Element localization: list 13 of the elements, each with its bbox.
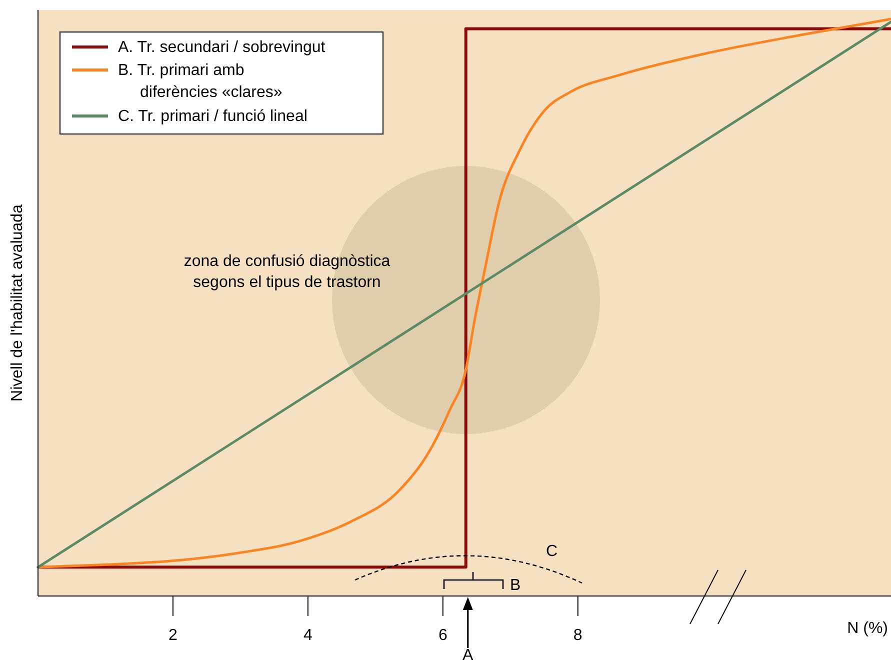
y-axis-title: Nivell de l'habilitat avaluada <box>9 204 26 402</box>
legend-label: B. Tr. primari amb diferències «clares» <box>118 62 282 101</box>
text: A <box>462 647 474 664</box>
annotation: C <box>546 543 558 560</box>
x-tick-label: 4 <box>303 627 312 644</box>
x-tick-label: 8 <box>573 627 582 644</box>
x-axis-title: N (%) <box>847 620 888 637</box>
x-tick-label: 6 <box>438 627 448 644</box>
annotation: B <box>510 577 521 594</box>
x-tick-label: 2 <box>168 627 178 644</box>
legend-label: A. Tr. secundari / sobrevingut <box>118 39 326 56</box>
legend-label: C. Tr. primari / funció lineal <box>118 108 308 125</box>
annotation: zona de confusió diagnòstica segons el tipus de trastorn <box>184 253 390 291</box>
